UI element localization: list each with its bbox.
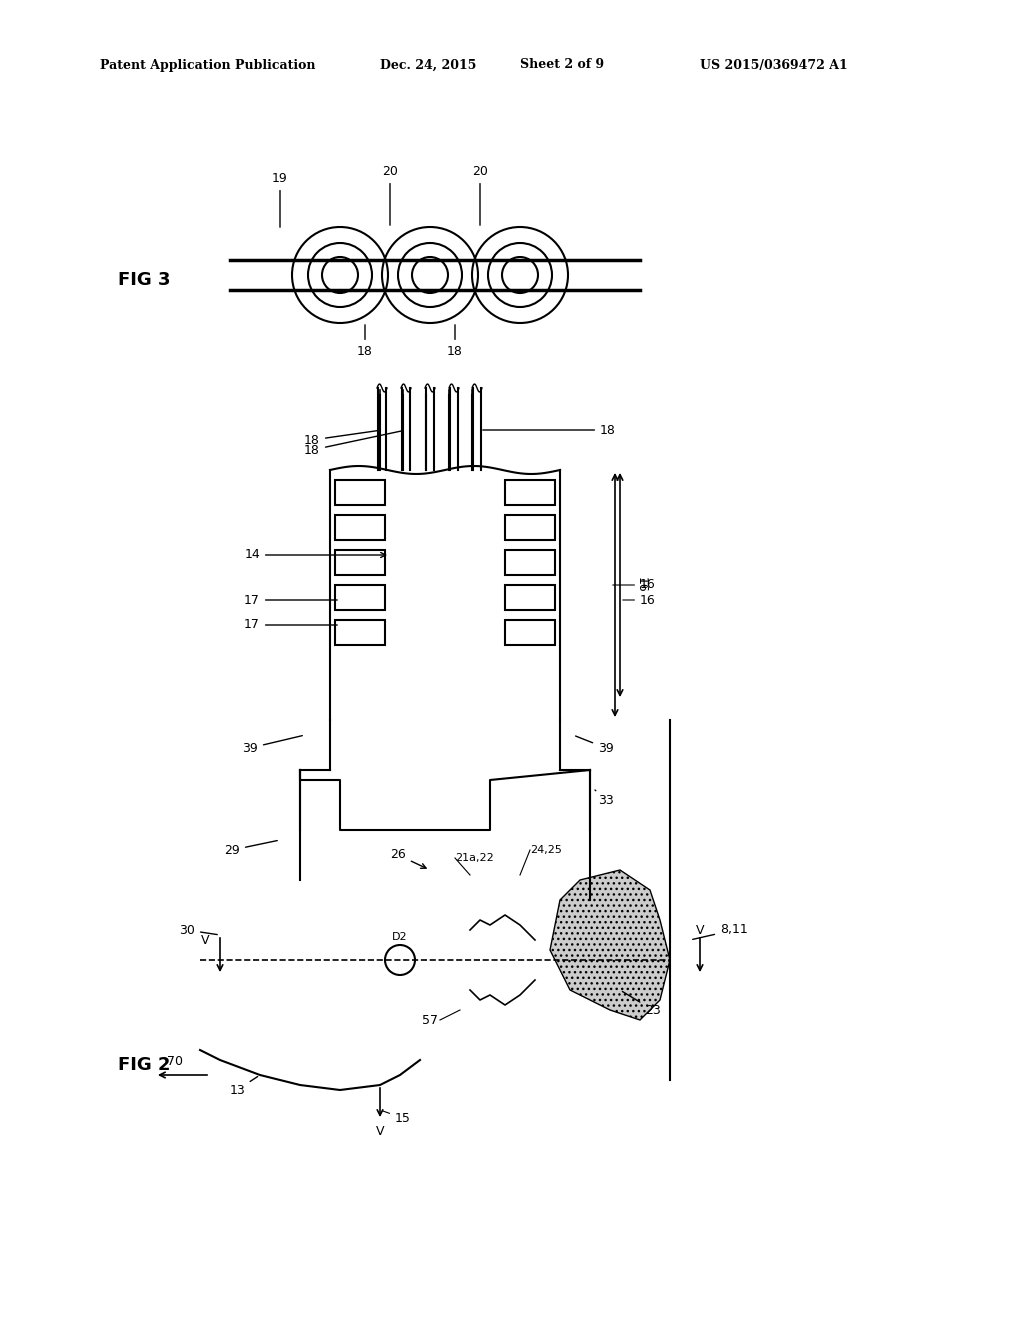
Bar bbox=[335, 550, 385, 576]
Text: 18: 18 bbox=[357, 325, 373, 358]
Circle shape bbox=[502, 257, 538, 293]
Text: 20: 20 bbox=[472, 165, 488, 226]
Text: 13: 13 bbox=[229, 1077, 258, 1097]
Text: 14: 14 bbox=[245, 549, 386, 561]
Text: 29: 29 bbox=[224, 841, 278, 857]
Text: 16: 16 bbox=[612, 578, 655, 591]
Text: Dec. 24, 2015: Dec. 24, 2015 bbox=[380, 58, 476, 71]
Text: 26: 26 bbox=[390, 849, 426, 869]
Text: 23: 23 bbox=[623, 991, 660, 1016]
Bar bbox=[505, 515, 555, 540]
Text: 18: 18 bbox=[304, 430, 379, 446]
Text: 24,25: 24,25 bbox=[530, 845, 562, 855]
Bar bbox=[505, 620, 555, 645]
Bar bbox=[335, 620, 385, 645]
Text: 19: 19 bbox=[272, 172, 288, 227]
Text: 33: 33 bbox=[595, 789, 613, 807]
Text: Sheet 2 of 9: Sheet 2 of 9 bbox=[520, 58, 604, 71]
Text: 18: 18 bbox=[482, 424, 615, 437]
Text: 39: 39 bbox=[243, 735, 302, 755]
Text: 21a,22: 21a,22 bbox=[455, 853, 494, 863]
Text: 57: 57 bbox=[422, 1014, 438, 1027]
Text: 17: 17 bbox=[244, 619, 337, 631]
Circle shape bbox=[412, 257, 449, 293]
Polygon shape bbox=[550, 870, 670, 1020]
Text: Patent Application Publication: Patent Application Publication bbox=[100, 58, 315, 71]
Text: 70: 70 bbox=[167, 1055, 183, 1068]
Text: 16: 16 bbox=[635, 577, 648, 593]
Text: 16: 16 bbox=[623, 594, 655, 606]
Text: FIG 2: FIG 2 bbox=[118, 1056, 171, 1074]
Text: 18: 18 bbox=[447, 325, 463, 358]
Bar bbox=[335, 480, 385, 506]
Circle shape bbox=[322, 257, 358, 293]
Text: V: V bbox=[695, 924, 705, 936]
Text: 18: 18 bbox=[304, 430, 403, 457]
Text: 39: 39 bbox=[575, 737, 613, 755]
Bar bbox=[505, 480, 555, 506]
Bar bbox=[505, 550, 555, 576]
Text: 15: 15 bbox=[383, 1111, 411, 1125]
Text: 20: 20 bbox=[382, 165, 398, 226]
Bar bbox=[335, 515, 385, 540]
Text: V: V bbox=[201, 933, 209, 946]
Text: D2: D2 bbox=[392, 932, 408, 942]
Text: FIG 3: FIG 3 bbox=[118, 271, 171, 289]
Text: V: V bbox=[376, 1125, 384, 1138]
Bar bbox=[335, 585, 385, 610]
Text: 30: 30 bbox=[179, 924, 217, 936]
Text: US 2015/0369472 A1: US 2015/0369472 A1 bbox=[700, 58, 848, 71]
Text: 17: 17 bbox=[244, 594, 337, 606]
Text: 8,11: 8,11 bbox=[692, 924, 748, 940]
Bar bbox=[505, 585, 555, 610]
